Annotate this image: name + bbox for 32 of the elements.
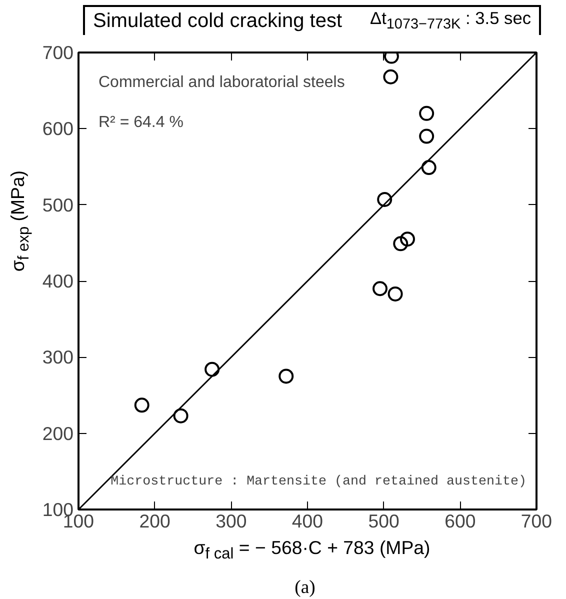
- y-tick-label: 400: [42, 270, 74, 292]
- point: [393, 236, 408, 252]
- chart-title: Simulated cold cracking test: [93, 8, 342, 34]
- annotation: R² = 64.4 %: [98, 114, 184, 131]
- point: [421, 160, 436, 175]
- x-axis-title: σ$_{f cal}$ = − 568·C + 783 (MPa): [192, 536, 432, 565]
- x-tick-label: 300: [216, 510, 247, 532]
- x-tick-label: 600: [444, 510, 476, 532]
- x-tick-label: 400: [292, 510, 324, 532]
- text: Δt$_{1073−773K}$ : 3.5 sec: [370, 7, 531, 35]
- point: [134, 398, 150, 413]
- x-tick-label: 200: [139, 510, 170, 532]
- text: (a): [294, 576, 316, 599]
- point: [173, 408, 188, 424]
- point: [388, 286, 403, 302]
- point: [278, 368, 294, 384]
- x-tick-label: 500: [368, 510, 400, 532]
- point: [383, 69, 398, 84]
- point: [419, 128, 434, 144]
- y-tick-label: 300: [42, 346, 74, 368]
- y-tick-label: 600: [42, 118, 74, 140]
- point: [377, 192, 392, 207]
- annotation: Microstructure : Martensite (and retained austenite): [110, 474, 526, 490]
- point: [372, 281, 388, 296]
- y-tick-label: 200: [42, 422, 74, 444]
- x-tick-label: 700: [520, 510, 552, 532]
- y-tick-label: 700: [42, 42, 74, 63]
- point: [400, 232, 415, 247]
- point: [204, 362, 220, 377]
- point: [419, 106, 434, 121]
- annotation: Commercial and laboratorial steels: [98, 74, 345, 91]
- y-tick-label: 500: [42, 194, 74, 216]
